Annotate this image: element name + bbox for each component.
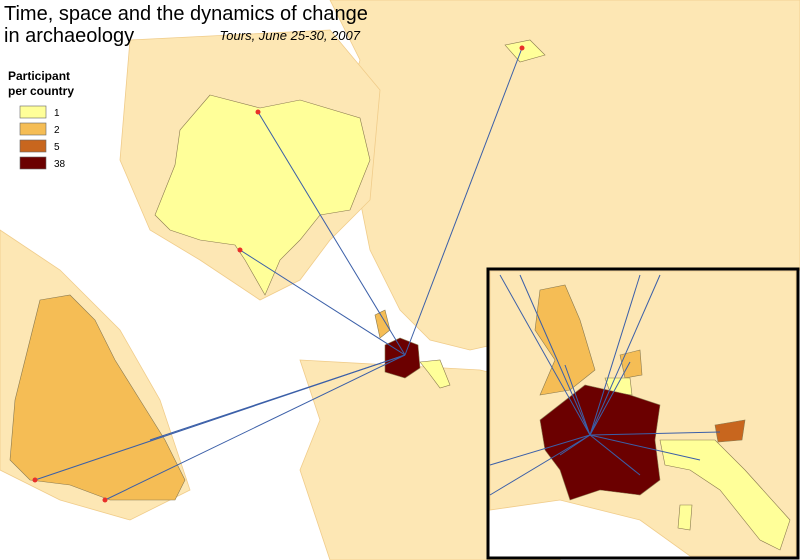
uk bbox=[374, 309, 391, 339]
legend-title: per country bbox=[8, 84, 74, 98]
legend-swatch bbox=[19, 105, 47, 119]
title: in archaeology bbox=[4, 25, 134, 47]
links bbox=[32, 45, 525, 503]
subtitle: Tours, June 25-30, 2007 bbox=[220, 28, 361, 43]
italy bbox=[419, 359, 451, 389]
legend-title: Participant bbox=[8, 69, 70, 83]
legend-label: 2 bbox=[54, 125, 60, 136]
north-america bbox=[154, 94, 371, 296]
legend-swatch bbox=[19, 156, 47, 170]
legend: 1 2 5 38 bbox=[19, 105, 66, 170]
legend-label: 5 bbox=[54, 142, 60, 153]
legend-swatch bbox=[19, 139, 47, 153]
title: Time, space and the dynamics of change bbox=[4, 3, 368, 25]
inset-italy bbox=[659, 439, 791, 551]
south-america bbox=[9, 294, 186, 501]
legend-swatch bbox=[19, 122, 47, 136]
legend-label: 38 bbox=[54, 159, 66, 170]
inset-map bbox=[486, 267, 800, 560]
russia-east bbox=[504, 39, 546, 63]
inset-sardinia bbox=[677, 504, 693, 531]
legend-label: 1 bbox=[54, 108, 60, 119]
inset-austria bbox=[714, 419, 746, 443]
